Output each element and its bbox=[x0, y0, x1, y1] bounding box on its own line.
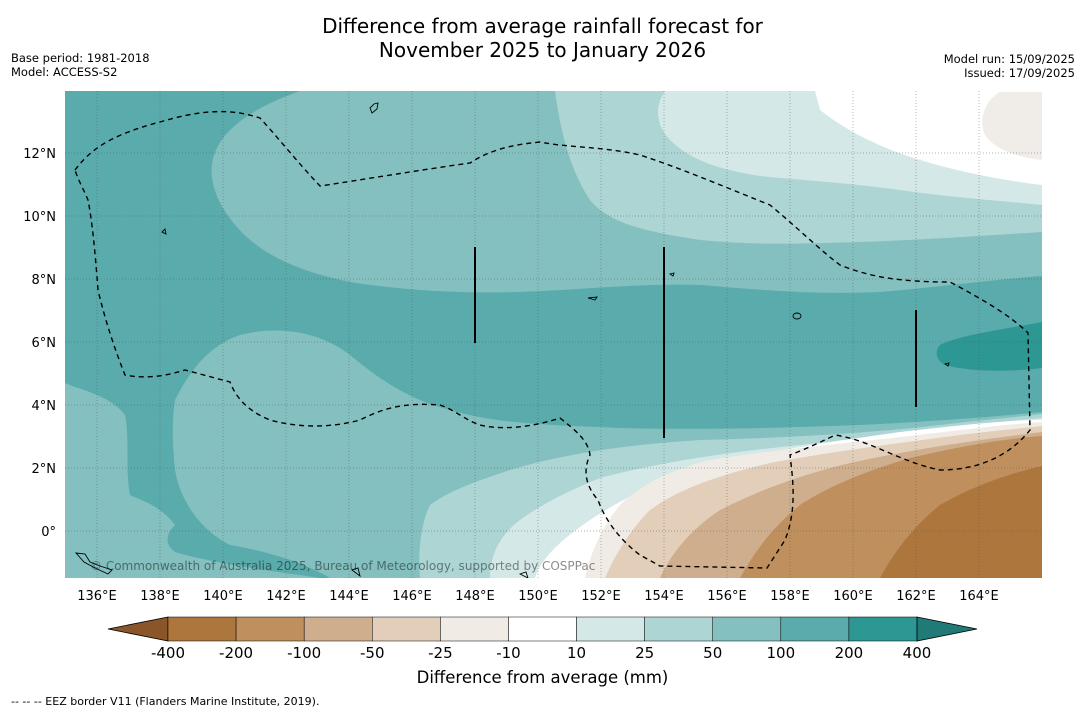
colorbar-tick-label: -100 bbox=[287, 644, 322, 662]
base-period-text: Base period: 1981-2018 bbox=[11, 51, 150, 65]
x-tick-label: 154°E bbox=[644, 589, 684, 604]
colorbar-tick-label: 50 bbox=[703, 644, 723, 662]
colorbar-segment bbox=[576, 616, 645, 642]
colorbar-tick-label: 25 bbox=[635, 644, 655, 662]
island-outline bbox=[161, 228, 167, 235]
x-tick-label: 136°E bbox=[77, 589, 117, 604]
y-tick-label: 10°N bbox=[23, 210, 56, 225]
metadata-left: Base period: 1981-2018 Model: ACCESS-S2 bbox=[11, 51, 150, 79]
x-tick-label: 140°E bbox=[203, 589, 243, 604]
colorbar-tick-label: -25 bbox=[428, 644, 453, 662]
island-outline bbox=[518, 571, 529, 578]
map-title-line-2: November 2025 to January 2026 bbox=[378, 38, 707, 62]
y-tick-label: 12°N bbox=[23, 147, 56, 162]
colorbar-segment bbox=[235, 616, 305, 642]
colorbar-segment bbox=[780, 616, 850, 642]
island-outline bbox=[668, 272, 675, 277]
colorbar-segment bbox=[303, 616, 373, 642]
island-outline bbox=[943, 362, 950, 367]
y-tick-label: 2°N bbox=[32, 462, 57, 477]
model-run-text: Model run: 15/09/2025 bbox=[943, 52, 1075, 66]
colorbar-segment bbox=[372, 616, 441, 642]
island-outline bbox=[351, 567, 361, 578]
colorbar-title: Difference from average (mm) bbox=[416, 668, 669, 687]
contour-edges bbox=[211, 91, 351, 283]
y-tick-label: 8°N bbox=[32, 273, 57, 288]
vertical-markers bbox=[474, 247, 917, 438]
island-outline bbox=[587, 296, 598, 301]
metadata-right: Model run: 15/09/2025 Issued: 17/09/2025 bbox=[944, 52, 1075, 80]
x-tick-label: 158°E bbox=[770, 589, 810, 604]
model-text: Model: ACCESS-S2 bbox=[11, 65, 118, 79]
island-outline bbox=[792, 312, 802, 320]
x-tick-label: 160°E bbox=[833, 589, 873, 604]
x-tick-label: 142°E bbox=[266, 589, 306, 604]
map-title: Difference from average rainfall forecas… bbox=[0, 14, 1085, 62]
x-tick-label: 146°E bbox=[392, 589, 432, 604]
copyright-text: © Commonwealth of Australia 2025, Bureau… bbox=[90, 559, 595, 573]
eez-border bbox=[74, 110, 1031, 569]
x-axis-labels: 136°E 138°E 140°E 142°E 144°E 146°E 148°E 150°E… bbox=[77, 589, 999, 604]
colorbar-extend-low bbox=[107, 616, 169, 642]
colorbar-segment bbox=[167, 616, 237, 642]
colorbar-tick-label: 200 bbox=[834, 644, 864, 662]
x-tick-label: 138°E bbox=[140, 589, 180, 604]
colorbar-tick-label: 400 bbox=[902, 644, 932, 662]
x-tick-label: 162°E bbox=[896, 589, 936, 604]
footer-note: -- -- -- EEZ border V11 (Flanders Marine… bbox=[11, 695, 320, 708]
y-tick-label: 4°N bbox=[32, 399, 57, 414]
x-tick-label: 148°E bbox=[455, 589, 495, 604]
y-axis-labels: 12°N 10°N 8°N 6°N 4°N 2°N 0° bbox=[23, 147, 56, 540]
island-outline bbox=[369, 102, 379, 114]
colorbar-segment bbox=[644, 616, 713, 642]
land-blob-northeast bbox=[982, 92, 1042, 160]
map-title-line-1: Difference from average rainfall forecas… bbox=[322, 14, 763, 38]
colorbar-tick-label: -50 bbox=[360, 644, 385, 662]
x-tick-label: 150°E bbox=[518, 589, 558, 604]
y-tick-label: 0° bbox=[41, 525, 56, 540]
island-outline bbox=[74, 552, 113, 575]
issued-text: Issued: 17/09/2025 bbox=[964, 66, 1075, 80]
map-plot-area: © Commonwealth of Australia 2025, Bureau… bbox=[65, 91, 1042, 578]
colorbar bbox=[107, 616, 978, 642]
colorbar-segment bbox=[712, 616, 782, 642]
colorbar-tick-label: -400 bbox=[150, 644, 186, 662]
rainfall-band-100-southwest bbox=[65, 383, 320, 578]
colorbar-tick-label: -10 bbox=[496, 644, 521, 662]
islands bbox=[74, 102, 950, 578]
colorbar-segment bbox=[440, 616, 509, 642]
colorbar-segment bbox=[508, 616, 577, 642]
x-tick-label: 144°E bbox=[329, 589, 369, 604]
rainfall-band-neg200 bbox=[880, 466, 1042, 578]
rainfall-band-400 bbox=[936, 322, 1042, 371]
x-tick-label: 156°E bbox=[707, 589, 747, 604]
colorbar-tick-label: -200 bbox=[219, 644, 254, 662]
colorbar-extend-high bbox=[916, 616, 978, 642]
colorbar-segment bbox=[848, 616, 918, 642]
colorbar-tick-label: 10 bbox=[566, 644, 587, 662]
x-tick-label: 164°E bbox=[959, 589, 999, 604]
colorbar-tick-label: 100 bbox=[766, 644, 796, 662]
y-tick-label: 6°N bbox=[32, 336, 57, 351]
x-tick-label: 152°E bbox=[581, 589, 621, 604]
